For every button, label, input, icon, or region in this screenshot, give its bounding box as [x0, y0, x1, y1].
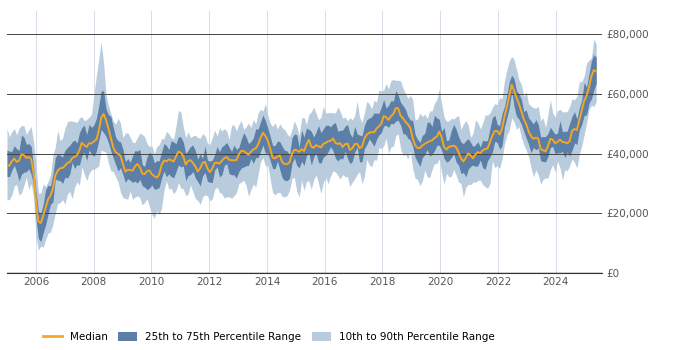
Legend: Median, 25th to 75th Percentile Range, 10th to 90th Percentile Range: Median, 25th to 75th Percentile Range, 1… [38, 328, 499, 346]
